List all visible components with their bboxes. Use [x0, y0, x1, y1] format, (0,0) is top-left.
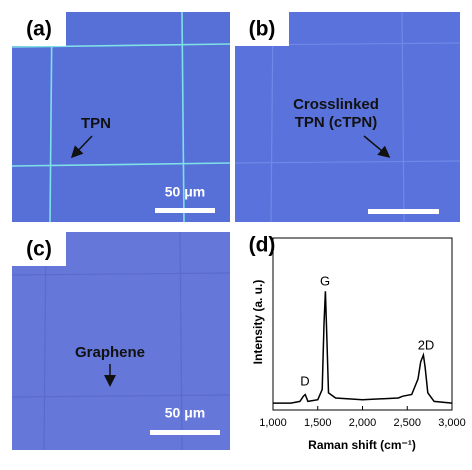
- peak-label: G: [320, 273, 330, 288]
- y-axis-label: Intensity (a. u.): [251, 280, 265, 365]
- annotation: Crosslinked: [293, 96, 379, 113]
- x-tick-label: 1,500: [304, 417, 332, 429]
- peak-label: 2D: [418, 337, 435, 352]
- scale-bar: [155, 208, 215, 213]
- scale-bar: [150, 430, 220, 435]
- x-axis-label: Raman shift (cm⁻¹): [308, 438, 416, 452]
- x-tick-label: 2,000: [349, 417, 377, 429]
- x-tick-label: 3,000: [438, 417, 466, 429]
- x-tick-label: 2,500: [393, 417, 421, 429]
- x-tick-label: 1,000: [259, 417, 287, 429]
- scale-bar-label: 50 μm: [165, 184, 205, 200]
- panel-label: (d): [249, 234, 276, 257]
- scale-bar-label: 50 μm: [165, 405, 205, 421]
- scale-bar: [368, 209, 439, 214]
- figure: (a) TPN 50 μm (b) Crosslinked TPN (cTPN)…: [0, 0, 472, 465]
- panel-label: (b): [249, 18, 276, 41]
- panel-label: (c): [26, 238, 52, 261]
- annotation: TPN (cTPN): [295, 114, 378, 131]
- annotation: Graphene: [75, 344, 145, 361]
- annotation: TPN: [81, 115, 111, 132]
- peak-label: D: [300, 373, 309, 388]
- panel-label: (a): [26, 18, 52, 41]
